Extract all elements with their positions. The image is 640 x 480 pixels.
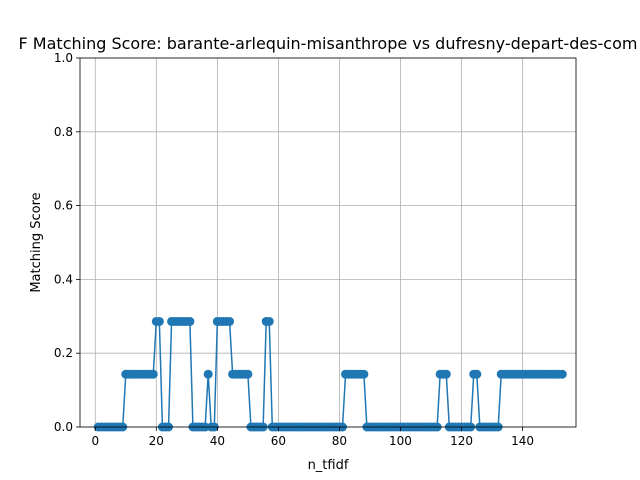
y-tick-label: 0.2 [54, 346, 73, 360]
y-tick-label: 1.0 [54, 51, 73, 65]
y-axis-label: Matching Score [29, 192, 44, 292]
y-tick-label: 0.0 [54, 420, 73, 434]
data-point [557, 369, 567, 379]
data-point [203, 369, 213, 379]
x-tick-label: 40 [210, 434, 225, 448]
y-tick-label: 0.8 [54, 125, 73, 139]
data-point [264, 316, 274, 326]
data-point [148, 369, 158, 379]
data-point [472, 369, 482, 379]
x-tick-label: 20 [149, 434, 164, 448]
x-tick-label: 80 [332, 434, 347, 448]
x-tick-label: 60 [271, 434, 286, 448]
data-point [359, 369, 369, 379]
x-axis-label: n_tfidf [308, 458, 349, 473]
grid [80, 57, 576, 428]
y-tick-label: 0.4 [54, 272, 73, 286]
plot-background [80, 58, 576, 427]
plot-frame [79, 57, 577, 428]
data-point [154, 316, 164, 326]
x-tick-label: 100 [389, 434, 412, 448]
axis-ticks: 0 20 40 60 80 100 120 140 0.0 0.2 0.4 0.6 0.8 1.0 [54, 51, 534, 448]
data-point [441, 369, 451, 379]
data-point [243, 369, 253, 379]
x-tick-label: 140 [511, 434, 534, 448]
x-tick-label: 0 [91, 434, 99, 448]
chart-title: F Matching Score: barante-arlequin-misan… [19, 34, 638, 53]
y-tick-label: 0.6 [54, 199, 73, 213]
x-tick-label: 120 [450, 434, 473, 448]
data-point [185, 316, 195, 326]
data-point [225, 316, 235, 326]
